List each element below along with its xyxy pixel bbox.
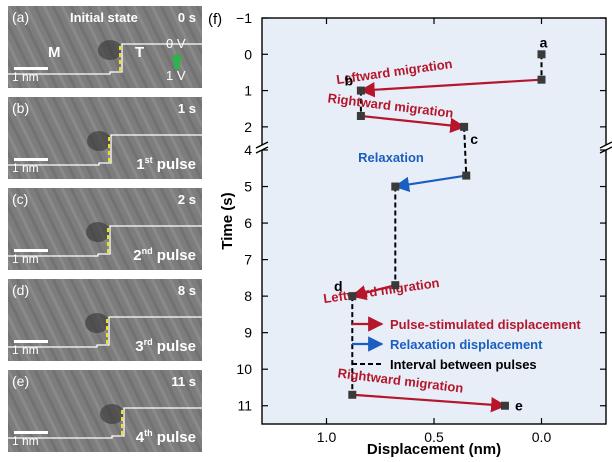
data-point — [348, 292, 357, 301]
bias-top-label: 0 V — [166, 36, 186, 51]
pulse-arrow — [359, 78, 542, 98]
scale-bar-label: 1 nm — [12, 161, 39, 175]
panel-label-f: (f) — [208, 11, 222, 28]
region-label-metal: M — [48, 44, 61, 61]
panel-time: 2 s — [177, 192, 196, 207]
axis-break-mark — [599, 141, 612, 149]
scale-bar — [14, 249, 48, 252]
scale-bar — [14, 340, 48, 343]
y-tick-label: 8 — [244, 288, 252, 304]
image-panel-e: (e) 11 s 1 nm 4th pulse — [8, 370, 202, 452]
x-tick-label: 0.5 — [424, 429, 444, 445]
y-tick-label: 1 — [244, 83, 252, 99]
data-point — [356, 86, 365, 95]
y-tick-label: 9 — [244, 325, 252, 341]
scale-bar — [14, 67, 48, 70]
panel-time: 8 s — [177, 283, 196, 298]
y-tick-label: 5 — [244, 179, 252, 195]
pulse-arrow — [360, 114, 466, 134]
y-tick-label: 6 — [244, 215, 252, 231]
y-tick-label: 4 — [244, 142, 252, 158]
axis-break-gap — [256, 145, 268, 150]
data-point — [462, 171, 471, 180]
data-point — [391, 281, 400, 290]
data-point — [391, 182, 400, 191]
data-point — [356, 111, 365, 120]
interval-line — [463, 126, 468, 176]
scale-bar-label: 1 nm — [12, 252, 39, 266]
bias-bottom-label: 1 V — [166, 68, 186, 83]
data-point — [348, 390, 357, 399]
scale-bar — [14, 431, 48, 434]
data-point — [537, 75, 546, 84]
point-label: d — [334, 278, 343, 294]
point-label: e — [515, 398, 523, 414]
data-point — [500, 401, 509, 410]
panel-state: Initial state — [70, 10, 138, 25]
legend-label: Pulse-stimulated displacement — [390, 317, 581, 332]
panel-label: (c) — [12, 191, 29, 207]
scale-bar-label: 1 nm — [12, 70, 39, 84]
legend-label: Relaxation displacement — [390, 337, 543, 352]
pulse-label: 2nd pulse — [133, 246, 196, 264]
lattice-image — [8, 97, 202, 179]
y-tick-label: 7 — [244, 252, 252, 268]
region-label-tip: T — [135, 44, 145, 61]
scale-bar-label: 1 nm — [12, 343, 39, 357]
y-tick-label: 2 — [244, 119, 252, 135]
relax-arrow — [393, 174, 467, 193]
panel-time: 1 s — [177, 101, 196, 116]
lattice-image — [8, 188, 202, 270]
pulse-label: 1st pulse — [136, 155, 196, 173]
panel-time: 0 s — [177, 10, 196, 25]
image-panel-d: (d) 8 s 1 nm 3rd pulse — [8, 279, 202, 361]
scale-bar-label: 1 nm — [12, 434, 39, 448]
scale-bar — [14, 158, 48, 161]
y-tick-label: 0 — [244, 46, 252, 62]
point-label: b — [345, 73, 354, 89]
pulse-label: 4th pulse — [135, 428, 196, 446]
pulse-arrow — [352, 393, 507, 413]
data-point — [460, 122, 469, 131]
y-tick-label: 11 — [237, 398, 252, 414]
data-point — [537, 50, 546, 59]
panel-label: (a) — [12, 9, 30, 25]
x-axis-label: Displacement (nm) — [367, 441, 501, 458]
y-axis-label: Time (s) — [219, 192, 236, 249]
transition-label: Relaxation — [358, 150, 424, 165]
image-panel-a: (a) 0 s 1 nm Initial state M T 0 V 1 V — [8, 6, 202, 88]
point-label: c — [470, 131, 478, 147]
lattice-image — [8, 279, 202, 361]
panel-label: (e) — [12, 373, 30, 389]
point-label: a — [540, 34, 548, 50]
x-tick-label: 1.0 — [317, 429, 337, 445]
x-tick-label: 0.0 — [532, 429, 552, 445]
legend-label: Interval between pulses — [390, 357, 537, 372]
axis-break-gap — [600, 145, 612, 150]
lattice-image — [8, 6, 202, 88]
panel-label: (d) — [12, 282, 30, 298]
lattice-image — [8, 370, 202, 452]
pulse-label: 3rd pulse — [135, 337, 196, 355]
y-tick-label: 10 — [236, 361, 252, 377]
axis-break-mark — [255, 141, 269, 149]
pulse-arrow — [350, 284, 396, 301]
image-panel-c: (c) 2 s 1 nm 2nd pulse — [8, 188, 202, 270]
panel-time: 11 s — [171, 374, 196, 389]
image-panel-b: (b) 1 s 1 nm 1st pulse — [8, 97, 202, 179]
y-tick-label: −1 — [236, 10, 252, 26]
panel-label: (b) — [12, 100, 30, 116]
